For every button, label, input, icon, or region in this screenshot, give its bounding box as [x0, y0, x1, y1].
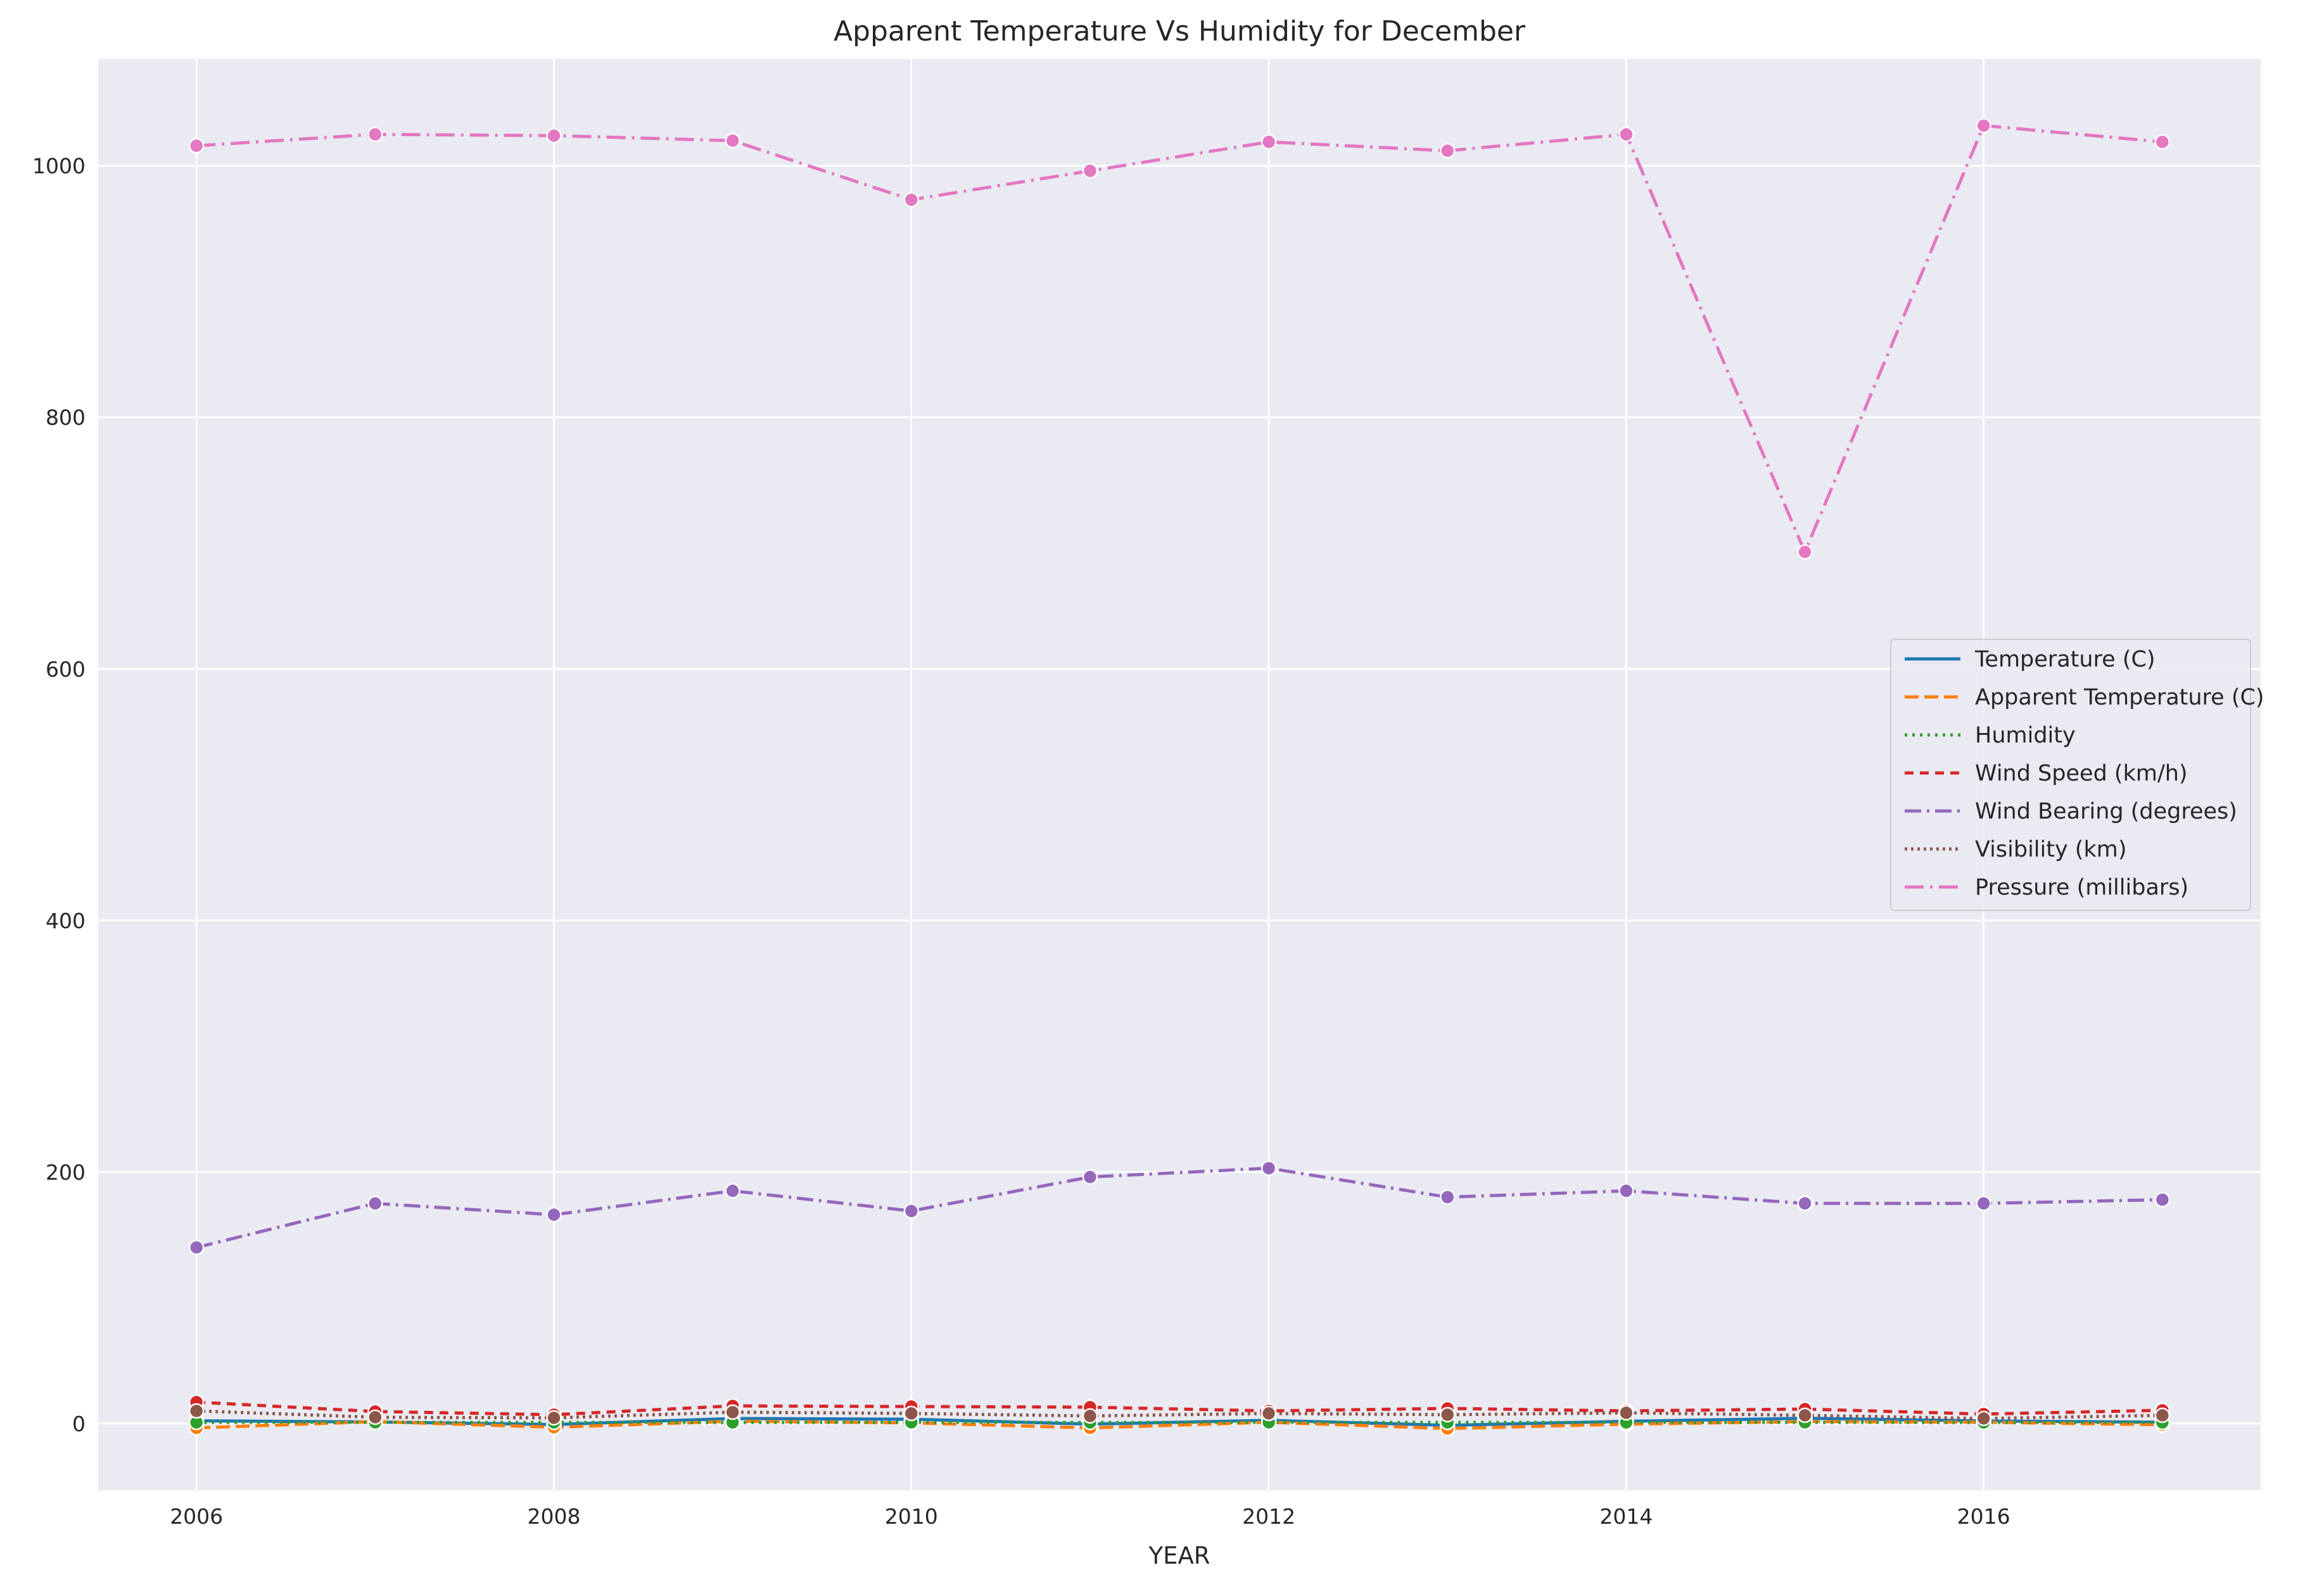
data-point	[725, 1404, 740, 1420]
x-axis-tick-labels: 2006 2008 2010 2012 2014 2016	[170, 1504, 2010, 1529]
data-point	[2154, 134, 2171, 150]
series-line-1	[196, 1419, 2162, 1431]
data-point	[1618, 126, 1634, 143]
data-point	[546, 1207, 562, 1223]
x-axis-label: YEAR	[1148, 1542, 1210, 1569]
data-point	[1618, 1183, 1634, 1199]
x-tick-label: 2014	[1599, 1504, 1653, 1529]
data-point	[546, 127, 562, 144]
x-tick-label: 2010	[885, 1504, 938, 1529]
data-point	[903, 1405, 920, 1422]
data-point	[367, 1196, 383, 1211]
data-point	[546, 1410, 562, 1426]
data-point	[1439, 1407, 1456, 1423]
data-point	[367, 1409, 383, 1426]
data-point	[725, 132, 740, 149]
legend-label: Pressure (millibars)	[1975, 875, 2188, 900]
data-point	[1797, 1407, 1813, 1424]
series-line-6	[196, 124, 2163, 554]
data-point	[1082, 1408, 1098, 1424]
x-tick-label: 2008	[527, 1504, 580, 1529]
x-tick-label: 2006	[170, 1504, 223, 1529]
data-point	[1260, 1405, 1277, 1422]
legend-label: Apparent Temperature (C)	[1975, 685, 2264, 710]
chart-title: Apparent Temperature Vs Humidity for Dec…	[834, 15, 1526, 48]
data-point	[1082, 163, 1098, 179]
data-point	[725, 1183, 740, 1199]
data-point	[1976, 117, 1991, 134]
data-point	[1082, 1169, 1098, 1185]
legend-label: Wind Speed (km/h)	[1975, 761, 2188, 786]
legend-label: Visibility (km)	[1975, 837, 2126, 862]
series-lines	[196, 124, 2163, 1431]
y-tick-label: 400	[46, 909, 86, 933]
data-point	[2154, 1407, 2171, 1424]
data-point	[903, 192, 920, 208]
y-tick-label: 0	[72, 1412, 86, 1436]
data-point	[1260, 1160, 1277, 1177]
data-point	[2154, 1192, 2171, 1208]
legend-label: Wind Bearing (degrees)	[1975, 799, 2237, 824]
data-point	[188, 137, 205, 154]
y-tick-label: 600	[46, 657, 86, 682]
series-line-4	[196, 1166, 2162, 1249]
data-point	[188, 1403, 205, 1419]
legend-label: Humidity	[1975, 723, 2076, 748]
data-point	[188, 1239, 205, 1256]
y-tick-label: 1000	[32, 154, 86, 179]
x-tick-label: 2016	[1957, 1504, 2010, 1529]
legend-box	[1890, 639, 2251, 911]
data-point	[1439, 143, 1456, 159]
series-markers	[188, 117, 2171, 1436]
data-point	[1797, 1196, 1813, 1211]
legend: Temperature (C) Apparent Temperature (C) H…	[1890, 639, 2264, 911]
series-line-3	[196, 1400, 2162, 1417]
data-point	[1976, 1410, 1991, 1427]
series-line-5	[196, 1409, 2162, 1420]
legend-label: Temperature (C)	[1974, 647, 2156, 672]
data-point	[1797, 544, 1813, 560]
y-axis-tick-labels: 0 200 400 600 800 1000	[32, 154, 86, 1436]
x-tick-label: 2012	[1242, 1504, 1295, 1529]
data-point	[1976, 1196, 1991, 1211]
data-point	[1439, 1189, 1456, 1205]
data-point	[1618, 1405, 1634, 1421]
y-tick-label: 800	[46, 405, 86, 430]
data-point	[903, 1203, 920, 1219]
y-tick-label: 200	[46, 1160, 86, 1185]
data-point	[367, 126, 383, 143]
data-point	[1260, 134, 1277, 150]
